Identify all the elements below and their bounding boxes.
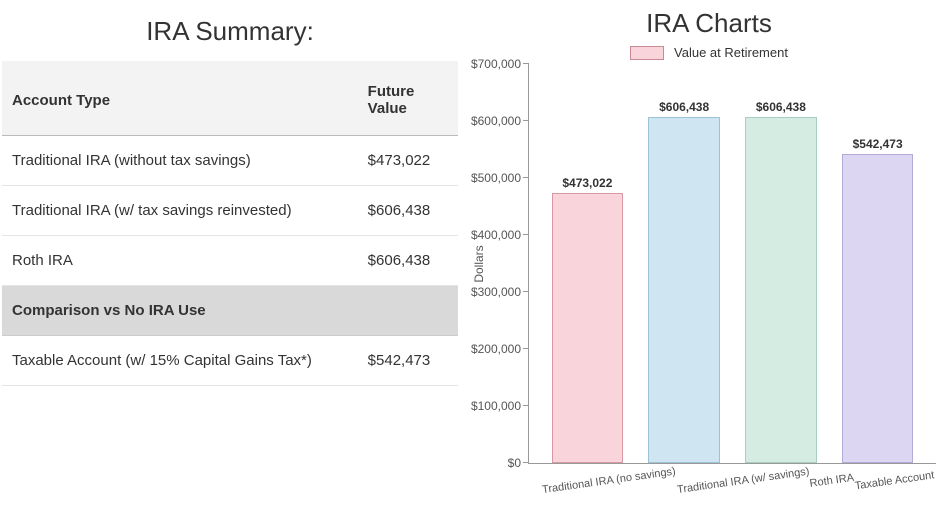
y-tick-label: $0 — [508, 456, 529, 470]
cell-future-value: $606,438 — [358, 186, 458, 236]
bar-slot: $473,022 — [539, 64, 636, 463]
cell-future-value: $473,022 — [358, 136, 458, 186]
legend-swatch — [630, 46, 664, 60]
summary-title: IRA Summary: — [2, 16, 458, 47]
section-header-row: Comparison vs No IRA Use — [2, 286, 458, 336]
y-tick-label: $400,000 — [471, 228, 529, 242]
cell-account-type: Traditional IRA (w/ tax savings reinvest… — [2, 186, 358, 236]
bar: $473,022 — [552, 193, 624, 463]
bar-slot: $542,473 — [829, 64, 926, 463]
col-account-type: Account Type — [2, 61, 358, 136]
y-tick-label: $200,000 — [471, 342, 529, 356]
chart-panel: IRA Charts Value at Retirement Dollars $… — [470, 0, 952, 529]
cell-future-value: $542,473 — [358, 336, 458, 386]
y-tick-label: $500,000 — [471, 171, 529, 185]
cell-future-value: $606,438 — [358, 236, 458, 286]
y-tick-label: $600,000 — [471, 114, 529, 128]
cell-account-type: Taxable Account (w/ 15% Capital Gains Ta… — [2, 336, 358, 386]
bar-value-label: $606,438 — [659, 100, 709, 118]
chart-plot-area: Dollars $473,022$606,438$606,438$542,473… — [528, 64, 936, 464]
cell-account-type: Roth IRA — [2, 236, 358, 286]
y-tick-label: $100,000 — [471, 399, 529, 413]
bar-value-label: $606,438 — [756, 100, 806, 118]
chart-title: IRA Charts — [474, 8, 944, 39]
y-axis-label: Dollars — [472, 245, 486, 282]
x-tick-label: Roth IRA — [807, 460, 855, 490]
section-header-cell: Comparison vs No IRA Use — [2, 286, 458, 336]
table-row: Roth IRA$606,438 — [2, 236, 458, 286]
table-header-row: Account Type Future Value — [2, 61, 458, 136]
bar: $606,438 — [648, 117, 720, 463]
y-tick-label: $300,000 — [471, 285, 529, 299]
cell-account-type: Traditional IRA (without tax savings) — [2, 136, 358, 186]
bars-container: $473,022$606,438$606,438$542,473 — [529, 64, 936, 463]
bar-value-label: $473,022 — [562, 176, 612, 194]
y-tick-label: $700,000 — [471, 57, 529, 71]
summary-panel: IRA Summary: Account Type Future Value T… — [0, 0, 470, 529]
summary-table: Account Type Future Value Traditional IR… — [2, 61, 458, 386]
x-labels-container: Traditional IRA (no savings)Traditional … — [529, 463, 936, 487]
bar-slot: $606,438 — [733, 64, 830, 463]
bar-slot: $606,438 — [636, 64, 733, 463]
table-row: Traditional IRA (without tax savings)$47… — [2, 136, 458, 186]
chart-legend: Value at Retirement — [474, 45, 944, 60]
table-row: Traditional IRA (w/ tax savings reinvest… — [2, 186, 458, 236]
bar-value-label: $542,473 — [853, 137, 903, 155]
bar: $542,473 — [842, 154, 914, 463]
x-tick-label: Taxable Account — [852, 457, 935, 492]
col-future-value: Future Value — [358, 61, 458, 136]
bar: $606,438 — [745, 117, 817, 463]
table-row: Taxable Account (w/ 15% Capital Gains Ta… — [2, 336, 458, 386]
legend-label: Value at Retirement — [674, 45, 788, 60]
